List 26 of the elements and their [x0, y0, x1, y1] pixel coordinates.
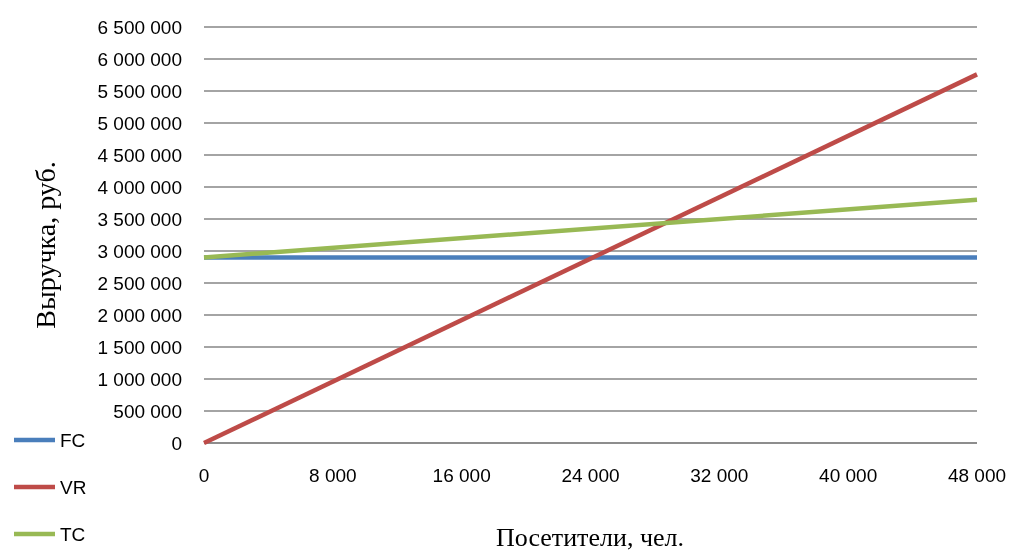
y-tick-label: 4 500 000	[97, 144, 182, 166]
x-tick-label: 8 000	[309, 465, 357, 486]
y-tick-label: 4 000 000	[97, 176, 182, 198]
x-tick-label: 0	[198, 465, 210, 486]
y-tick-label: 1 000 000	[97, 368, 182, 390]
y-tick-label: 2 000 000	[97, 304, 182, 326]
x-tick-label: 48 000	[947, 465, 1007, 486]
legend-label: VR	[60, 476, 87, 498]
legend-label: TC	[60, 523, 86, 545]
y-tick-label: 2 500 000	[97, 272, 182, 294]
x-tick-label: 16 000	[432, 465, 491, 486]
x-axis-title: Посетители, чел.	[496, 523, 684, 551]
y-tick-label: 1 500 000	[97, 336, 182, 358]
x-tick-label: 32 000	[690, 465, 749, 486]
y-tick-label: 3 000 000	[97, 240, 182, 262]
y-tick-label: 6 000 000	[97, 48, 182, 70]
x-tick-label: 24 000	[561, 465, 620, 486]
x-tick-label: 40 000	[819, 465, 878, 486]
y-tick-label: 5 000 000	[97, 112, 182, 134]
y-tick-label: 5 500 000	[97, 80, 182, 102]
y-tick-label: 6 500 000	[97, 16, 182, 38]
y-tick-label: 3 500 000	[97, 208, 182, 230]
y-tick-label: 500 000	[113, 400, 182, 422]
legend-label: FC	[60, 429, 86, 451]
y-axis-title: Выручка, руб.	[30, 161, 61, 329]
y-tick-label: 0	[171, 432, 182, 454]
